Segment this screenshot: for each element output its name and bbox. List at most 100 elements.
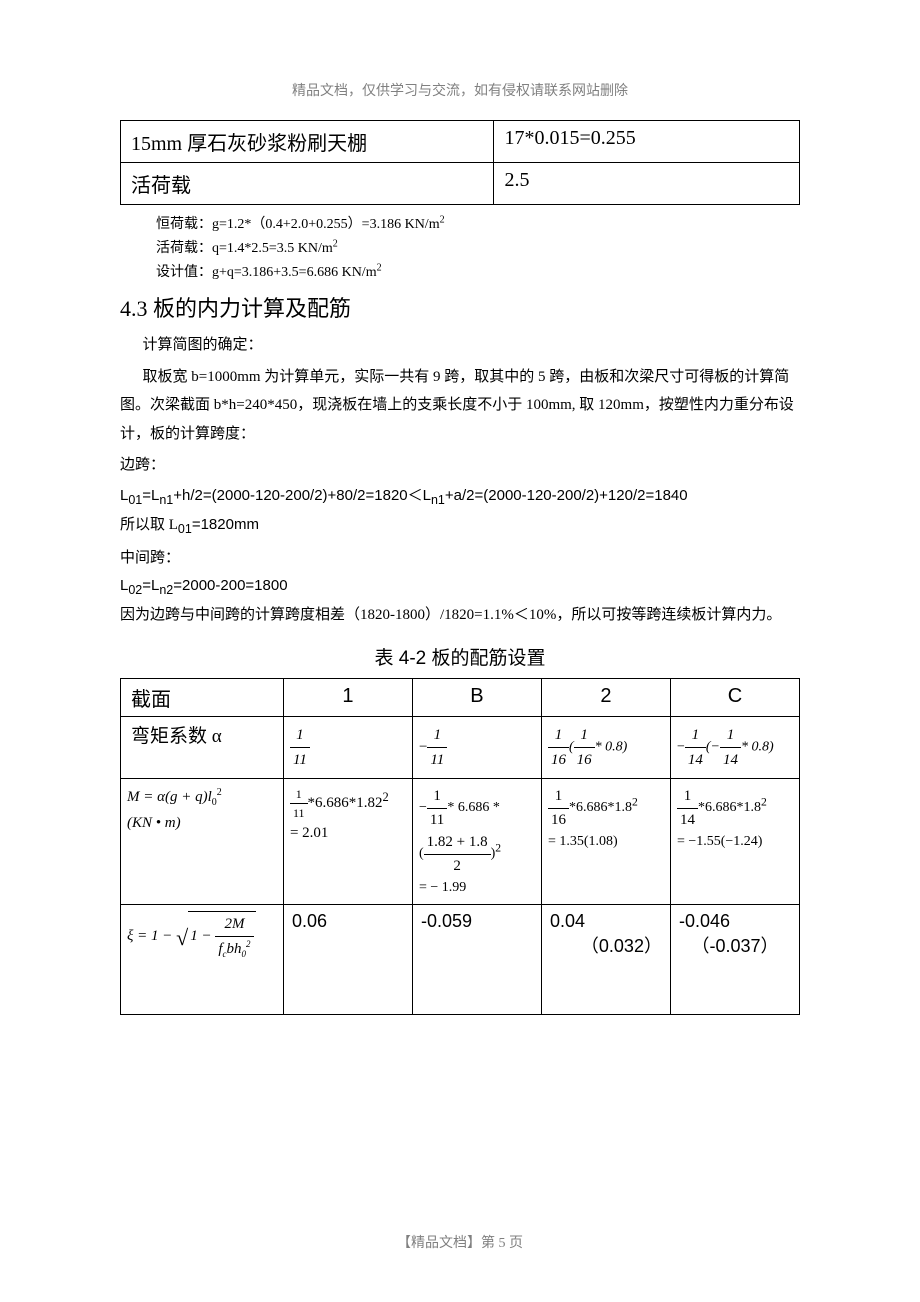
label: 恒荷载： bbox=[156, 217, 212, 232]
sup: 2 bbox=[383, 790, 389, 804]
den: 16 bbox=[574, 748, 595, 772]
sup: 2 bbox=[761, 796, 767, 809]
t: +a/2=(2000-120-200/2)+120/2=1840 bbox=[445, 487, 688, 504]
cell: 15mm 厚石灰砂浆粉刷天棚 bbox=[121, 121, 494, 163]
t: M = α(g + q)l bbox=[127, 789, 212, 805]
num: 1 bbox=[677, 785, 698, 809]
t: =L bbox=[142, 577, 159, 594]
table-row: 截面 1 B 2 C bbox=[121, 679, 800, 717]
paragraph: 因为边跨与中间跨的计算跨度相差（1820-1800）/1820=1.1%＜10%… bbox=[120, 601, 800, 630]
t: *6.686*1.8 bbox=[698, 800, 761, 815]
expr: g+q=3.186+3.5=6.686 KN/m bbox=[212, 265, 377, 280]
fraction: 116 bbox=[574, 723, 595, 772]
cell: 116*6.686*1.82 = 1.35(1.08) bbox=[541, 779, 670, 905]
num: 1 bbox=[548, 723, 569, 748]
t: = 2.01 bbox=[290, 825, 328, 841]
cell: -0.059 bbox=[412, 905, 541, 1015]
t: ξ = 1 − bbox=[127, 928, 172, 944]
t: +h/2=(2000-120-200/2)+80/2=1820＜L bbox=[173, 487, 431, 504]
sup: 2 bbox=[217, 787, 222, 798]
superscript: 2 bbox=[377, 262, 382, 273]
calc-line: 活荷载：q=1.4*2.5=3.5 KN/m2 bbox=[156, 237, 800, 257]
num: 1 bbox=[574, 723, 595, 748]
t: = −1.55(−1.24) bbox=[677, 834, 763, 849]
fraction: 116 bbox=[548, 723, 569, 772]
table-row: 15mm 厚石灰砂浆粉刷天棚 17*0.015=0.255 bbox=[121, 121, 800, 163]
header-note: 精品文档，仅供学习与交流，如有侵权请联系网站删除 bbox=[120, 80, 800, 100]
fraction: 1.82 + 1.82 bbox=[424, 831, 491, 877]
t: * 0.8) bbox=[595, 740, 628, 755]
t: （-0.037） bbox=[679, 932, 791, 958]
sup: 2 bbox=[495, 842, 501, 855]
cell: 0.06 bbox=[283, 905, 412, 1015]
fraction: 111 bbox=[427, 785, 447, 831]
expr: q=1.4*2.5=3.5 KN/m bbox=[212, 241, 333, 256]
label: 活荷载： bbox=[156, 241, 212, 256]
radical: √ bbox=[176, 925, 188, 950]
sqrt-content: 1 − 2Mfcbh02 bbox=[188, 911, 255, 961]
header-cell: B bbox=[412, 679, 541, 717]
cell: −111* 6.686 * (1.82 + 1.82)2 = − 1.99 bbox=[412, 779, 541, 905]
formula: L01=Ln1+h/2=(2000-120-200/2)+80/2=1820＜L… bbox=[120, 484, 800, 507]
den: 14 bbox=[720, 748, 741, 772]
den: 14 bbox=[677, 809, 698, 832]
paragraph: 所以取 L01=1820mm bbox=[120, 511, 800, 542]
sign: − bbox=[419, 739, 427, 755]
expr: g=1.2*（0.4+2.0+0.255）=3.186 KN/m bbox=[212, 217, 440, 232]
t: bh bbox=[227, 941, 242, 957]
header-cell: 截面 bbox=[121, 679, 284, 717]
cell: −114(−114* 0.8) bbox=[670, 717, 799, 779]
sub: n1 bbox=[431, 493, 445, 507]
sup: 2 bbox=[632, 796, 638, 809]
sub: 01 bbox=[178, 522, 192, 536]
sign: − bbox=[419, 800, 427, 815]
fraction: 114 bbox=[685, 723, 706, 772]
t: 0.04 bbox=[550, 911, 585, 931]
row-label: 弯矩系数 α bbox=[121, 717, 284, 779]
den: 2 bbox=[424, 855, 491, 878]
fraction: 111 bbox=[290, 723, 310, 772]
sub: 01 bbox=[128, 493, 142, 507]
row-label: M = α(g + q)l02 (KN • m) bbox=[121, 779, 284, 905]
sub: 02 bbox=[128, 583, 142, 597]
sign: − bbox=[677, 740, 685, 755]
superscript: 2 bbox=[440, 214, 445, 225]
fraction: 114 bbox=[720, 723, 741, 772]
fraction: 111 bbox=[427, 723, 447, 772]
num: 1 bbox=[685, 723, 706, 748]
t: (KN • m) bbox=[127, 815, 181, 831]
header-cell: C bbox=[670, 679, 799, 717]
cell: −111 bbox=[412, 717, 541, 779]
paragraph: 边跨： bbox=[120, 451, 800, 480]
t: = − 1.99 bbox=[419, 880, 466, 895]
label: 设计值： bbox=[156, 265, 212, 280]
t: * 6.686 * bbox=[447, 800, 500, 815]
paragraph: 计算简图的确定： bbox=[120, 331, 800, 360]
t: =2000-200=1800 bbox=[173, 577, 287, 594]
cell: 活荷载 bbox=[121, 163, 494, 205]
row-label: ξ = 1 − √1 − 2Mfcbh02 bbox=[121, 905, 284, 1015]
den: 16 bbox=[548, 748, 569, 772]
sub: 0 bbox=[212, 797, 217, 808]
t: （0.032） bbox=[550, 932, 662, 958]
top-table: 15mm 厚石灰砂浆粉刷天棚 17*0.015=0.255 活荷载 2.5 bbox=[120, 120, 800, 205]
t: * 0.8) bbox=[741, 740, 774, 755]
table-row: ξ = 1 − √1 − 2Mfcbh02 0.06 -0.059 0.04 （… bbox=[121, 905, 800, 1015]
cell: 17*0.015=0.255 bbox=[494, 121, 800, 163]
num: 2M bbox=[215, 912, 253, 937]
cell: -0.046 （-0.037） bbox=[670, 905, 799, 1015]
t: =1820mm bbox=[192, 516, 259, 533]
cell: 2.5 bbox=[494, 163, 800, 205]
page-footer: 【精品文档】第 5 页 bbox=[0, 1232, 920, 1252]
header-cell: 1 bbox=[283, 679, 412, 717]
sup: 2 bbox=[246, 939, 251, 949]
paragraph: 取板宽 b=1000mm 为计算单元，实际一共有 9 跨，取其中的 5 跨，由板… bbox=[120, 363, 800, 449]
cell: 111 bbox=[283, 717, 412, 779]
fraction: 2Mfcbh02 bbox=[215, 912, 253, 961]
num: 1 bbox=[290, 723, 310, 748]
fraction: 114 bbox=[677, 785, 698, 831]
calc-table: 截面 1 B 2 C 弯矩系数 α 111 −111 116(116* 0.8)… bbox=[120, 678, 800, 1015]
cell: 114*6.686*1.82 = −1.55(−1.24) bbox=[670, 779, 799, 905]
sub: 0 bbox=[242, 949, 247, 959]
table-row: 活荷载 2.5 bbox=[121, 163, 800, 205]
